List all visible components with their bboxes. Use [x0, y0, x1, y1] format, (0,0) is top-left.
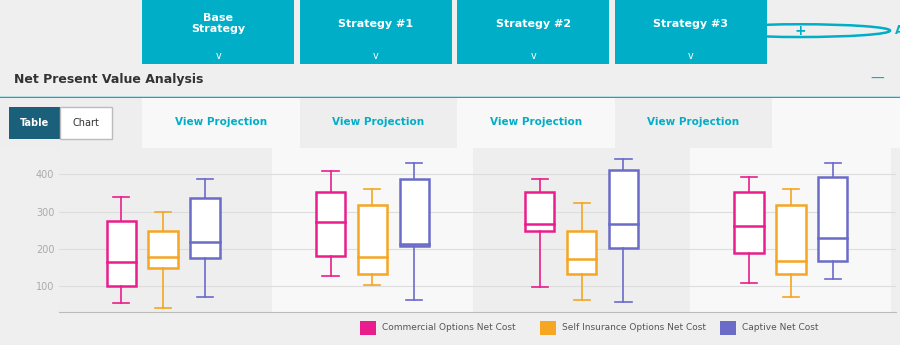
Text: View Projection: View Projection: [490, 117, 582, 127]
Bar: [457, 98, 615, 148]
Bar: [148, 231, 178, 268]
Text: v: v: [688, 51, 694, 61]
Bar: [540, 322, 556, 335]
Text: Commercial Options Net Cost: Commercial Options Net Cost: [382, 324, 515, 333]
Bar: [690, 148, 891, 312]
Bar: [567, 231, 597, 274]
Text: View Projection: View Projection: [175, 117, 267, 127]
Text: —: —: [870, 72, 884, 86]
Text: v: v: [373, 51, 379, 61]
Bar: [615, 98, 772, 148]
Bar: [142, 98, 300, 148]
Bar: [608, 170, 638, 248]
Bar: [720, 322, 736, 335]
Bar: [457, 0, 609, 64]
Bar: [734, 192, 764, 253]
Bar: [772, 98, 900, 148]
Bar: [482, 148, 682, 312]
Bar: [60, 107, 112, 139]
Text: Captive Net Cost: Captive Net Cost: [742, 324, 818, 333]
Text: Strategy #2: Strategy #2: [496, 19, 571, 29]
Bar: [190, 197, 220, 258]
Bar: [316, 192, 346, 256]
Bar: [300, 98, 457, 148]
Bar: [63, 148, 264, 312]
Bar: [615, 0, 767, 64]
Bar: [272, 148, 472, 312]
Text: Chart: Chart: [73, 118, 99, 128]
Text: v: v: [530, 51, 536, 61]
Bar: [818, 177, 848, 261]
Bar: [9, 107, 60, 139]
Text: +: +: [795, 24, 806, 38]
Bar: [525, 192, 554, 231]
Bar: [106, 221, 136, 286]
Text: Base
Strategy: Base Strategy: [191, 13, 246, 34]
Bar: [300, 0, 452, 64]
Bar: [0, 98, 142, 148]
Text: Table: Table: [20, 118, 50, 128]
Text: View Projection: View Projection: [647, 117, 740, 127]
Bar: [400, 179, 429, 246]
Text: View Projection: View Projection: [332, 117, 425, 127]
Bar: [776, 205, 806, 274]
Bar: [357, 205, 387, 274]
Bar: [360, 322, 376, 335]
Bar: [142, 0, 294, 64]
Text: Strategy #3: Strategy #3: [653, 19, 728, 29]
Text: v: v: [215, 51, 221, 61]
Text: Strategy #1: Strategy #1: [338, 19, 413, 29]
Text: Net Present Value Analysis: Net Present Value Analysis: [14, 73, 203, 86]
Text: Self Insurance Options Net Cost: Self Insurance Options Net Cost: [562, 324, 706, 333]
Text: Add a Strategy: Add a Strategy: [895, 24, 900, 37]
